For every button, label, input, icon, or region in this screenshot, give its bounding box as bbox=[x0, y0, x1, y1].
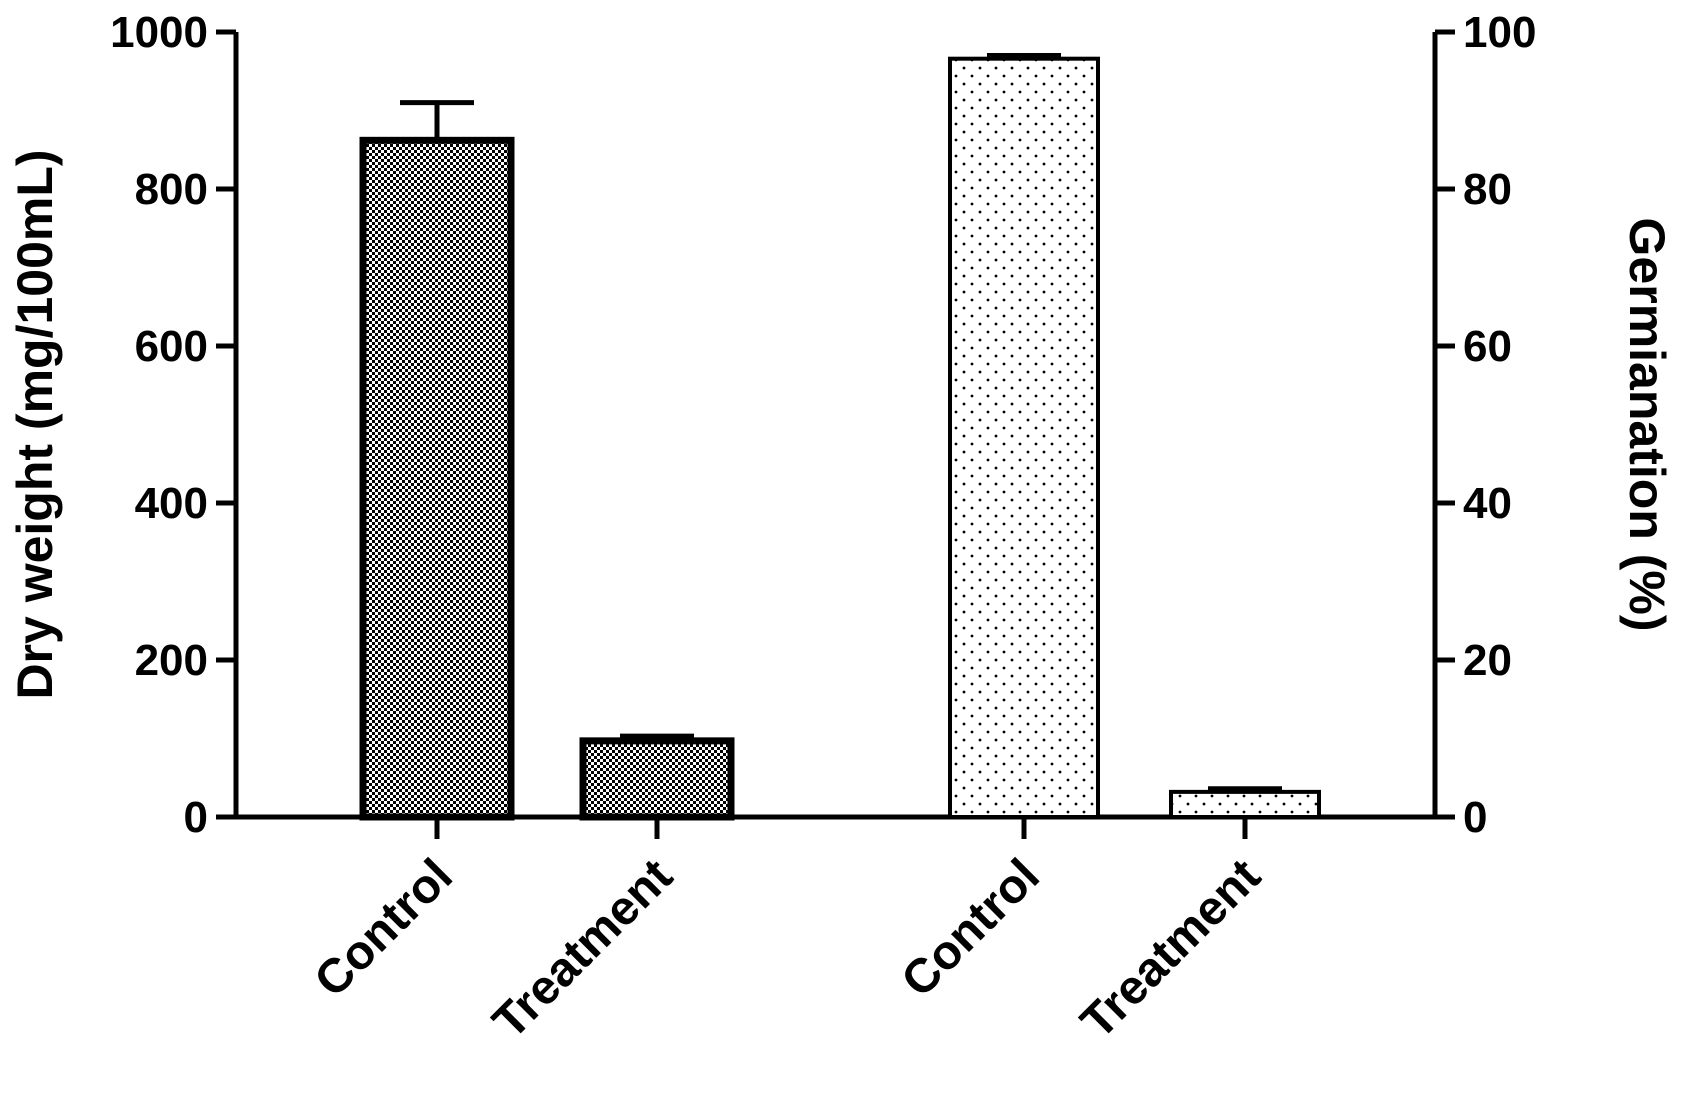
category-label-right-control: Control bbox=[892, 849, 1050, 1007]
right-y-tick-label: 20 bbox=[1463, 636, 1512, 685]
left-y-tick-label: 0 bbox=[184, 793, 208, 842]
right-y-tick-label: 60 bbox=[1463, 322, 1512, 371]
bar-left-treatment bbox=[579, 737, 735, 821]
right-y-tick-label: 40 bbox=[1463, 479, 1512, 528]
bar-left-control bbox=[359, 136, 515, 821]
right-y-axis-title: Germianation (%) bbox=[1619, 218, 1675, 632]
right-y-tick-label: 0 bbox=[1463, 793, 1487, 842]
left-y-tick-label: 200 bbox=[135, 636, 208, 685]
bar-right-treatment bbox=[1169, 789, 1321, 820]
left-y-tick-label: 800 bbox=[135, 165, 208, 214]
category-label-left-treatment: Treatment bbox=[483, 849, 683, 1049]
right-y-tick-label: 80 bbox=[1463, 165, 1512, 214]
left-y-axis-title: Dry weight (mg/100mL) bbox=[7, 149, 63, 699]
category-label-right-treatment: Treatment bbox=[1071, 849, 1271, 1049]
bar-right-control bbox=[948, 56, 1100, 819]
left-y-tick-label: 1000 bbox=[110, 8, 208, 57]
left-y-tick-label: 400 bbox=[135, 479, 208, 528]
category-label-left-control: Control bbox=[305, 849, 463, 1007]
right-y-tick-label: 100 bbox=[1463, 8, 1536, 57]
bars-layer bbox=[359, 53, 1321, 821]
left-y-tick-label: 600 bbox=[135, 322, 208, 371]
